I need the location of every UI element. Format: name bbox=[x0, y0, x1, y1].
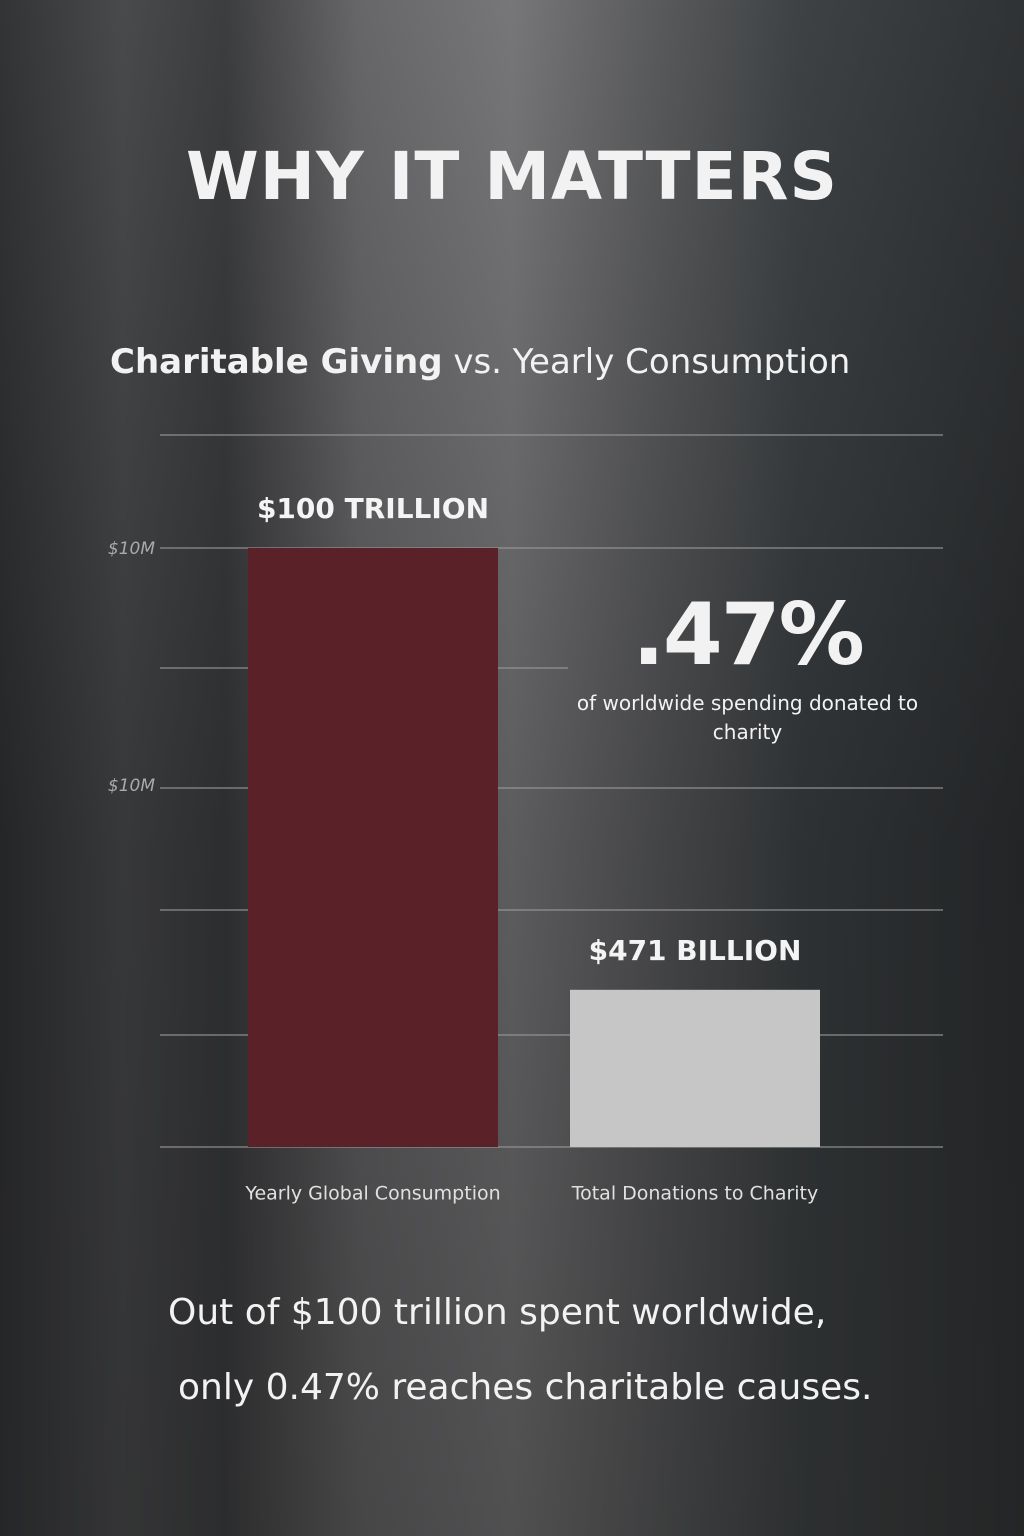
footer-line: Out of $100 trillion spent worldwide, bbox=[168, 1292, 827, 1333]
chart-title-bold: Charitable Giving bbox=[110, 342, 443, 382]
bar bbox=[248, 548, 498, 1147]
bar bbox=[570, 989, 820, 1147]
x-tick-label: Total Donations to Charity bbox=[571, 1183, 819, 1205]
chart-title: Charitable Giving vs. Yearly Consumption bbox=[110, 342, 850, 382]
callout: .47% of worldwide spending donated to ch… bbox=[570, 585, 925, 747]
chart-title-rest: vs. Yearly Consumption bbox=[453, 342, 851, 382]
axis-label: $10M bbox=[108, 776, 155, 796]
value-label: $471 BILLION bbox=[589, 934, 802, 967]
value-label: $100 TRILLION bbox=[257, 492, 489, 525]
page-title: WHY IT MATTERS bbox=[186, 138, 838, 215]
footer-line: only 0.47% reaches charitable causes. bbox=[178, 1367, 873, 1408]
callout-value: .47% bbox=[632, 585, 865, 685]
x-tick-label: Yearly Global Consumption bbox=[244, 1183, 500, 1205]
axis-label: $10M bbox=[108, 539, 155, 559]
callout-text: of worldwide spending donated to charity bbox=[576, 691, 919, 744]
